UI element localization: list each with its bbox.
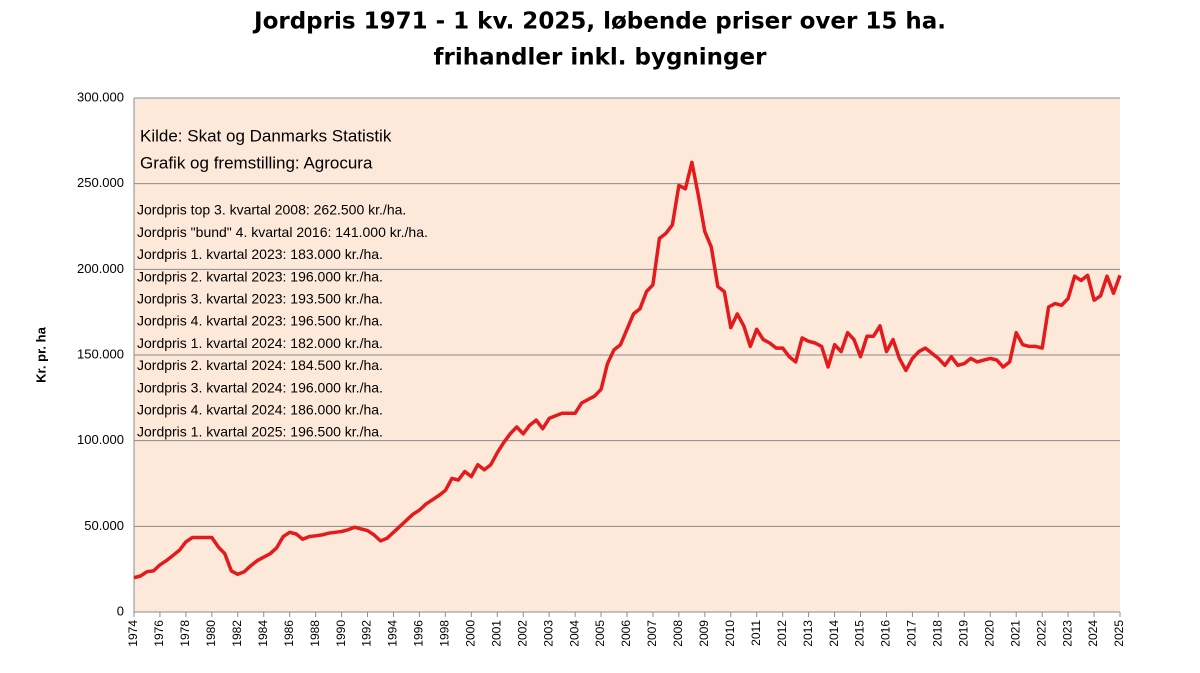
y-tick-label: 50.000 bbox=[84, 518, 124, 533]
x-tick-label: 2012 bbox=[775, 620, 789, 647]
annotation: Jordpris 1. kvartal 2025: 196.500 kr./ha… bbox=[137, 424, 383, 440]
x-tick-label: 2001 bbox=[489, 620, 503, 647]
x-tick-label: 1992 bbox=[360, 620, 374, 647]
x-tick-label: 1996 bbox=[412, 620, 426, 647]
x-tick-label: 1990 bbox=[334, 620, 348, 647]
annotation: Jordpris 3. kvartal 2024: 196.000 kr./ha… bbox=[137, 379, 383, 395]
annotation: Jordpris 1. kvartal 2023: 183.000 kr./ha… bbox=[137, 246, 383, 262]
source-note: Grafik og fremstilling: Agrocura bbox=[140, 153, 373, 172]
x-tick-label: 2016 bbox=[879, 620, 893, 647]
annotation: Jordpris "bund" 4. kvartal 2016: 141.000… bbox=[137, 224, 428, 240]
annotation: Jordpris 1. kvartal 2024: 182.000 kr./ha… bbox=[137, 335, 383, 351]
x-tick-label: 2013 bbox=[801, 620, 815, 647]
chart-subtitle: frihandler inkl. bygninger bbox=[434, 45, 768, 71]
y-tick-label: 300.000 bbox=[77, 89, 124, 104]
x-tick-label: 2011 bbox=[749, 620, 763, 646]
x-tick-label: 2010 bbox=[723, 620, 737, 647]
x-tick-label: 2008 bbox=[671, 620, 685, 647]
x-tick-label: 1984 bbox=[256, 620, 270, 647]
x-tick-label: 2005 bbox=[593, 620, 607, 647]
x-tick-label: 2024 bbox=[1086, 620, 1100, 647]
data-line bbox=[133, 160, 1122, 580]
chart-title: Jordpris 1971 - 1 kv. 2025, løbende pris… bbox=[252, 9, 946, 35]
x-tick-label: 2002 bbox=[515, 620, 529, 647]
x-tick-label: 2003 bbox=[541, 620, 555, 647]
source-note: Kilde: Skat og Danmarks Statistik bbox=[140, 126, 392, 145]
x-tick-label: 2017 bbox=[905, 620, 919, 647]
x-tick-label: 1986 bbox=[282, 620, 296, 647]
y-axis-label: Kr. pr. ha bbox=[33, 326, 48, 382]
annotation: Jordpris 2. kvartal 2024: 184.500 kr./ha… bbox=[137, 357, 383, 373]
x-tick-label: 2004 bbox=[567, 620, 581, 647]
y-tick-label: 100.000 bbox=[77, 432, 124, 447]
x-tick-label: 2021 bbox=[1008, 620, 1022, 647]
x-tick-label: 1988 bbox=[308, 620, 322, 647]
x-tick-label: 2020 bbox=[982, 620, 996, 647]
x-tick-label: 2025 bbox=[1112, 620, 1126, 647]
x-tick-label: 2015 bbox=[853, 620, 867, 647]
y-tick-label: 250.000 bbox=[77, 175, 124, 190]
annotation: Jordpris 4. kvartal 2024: 186.000 kr./ha… bbox=[137, 402, 383, 418]
annotation: Jordpris 3. kvartal 2023: 193.500 kr./ha… bbox=[137, 291, 383, 307]
x-tick-label: 1982 bbox=[230, 620, 244, 647]
x-tick-label: 1974 bbox=[126, 620, 140, 647]
x-tick-label: 2018 bbox=[931, 620, 945, 647]
x-tick-label: 1998 bbox=[438, 620, 452, 647]
y-tick-label: 0 bbox=[117, 603, 124, 618]
x-tick-label: 2006 bbox=[619, 620, 633, 647]
x-tick-label: 1994 bbox=[386, 620, 400, 647]
annotation: Jordpris top 3. kvartal 2008: 262.500 kr… bbox=[137, 202, 406, 218]
x-tick-label: 2023 bbox=[1060, 620, 1074, 647]
x-tick-label: 2009 bbox=[697, 620, 711, 647]
x-tick-label: 1980 bbox=[204, 620, 218, 647]
annotation: Jordpris 2. kvartal 2023: 196.000 kr./ha… bbox=[137, 268, 383, 284]
x-tick-label: 2014 bbox=[827, 620, 841, 647]
annotation: Jordpris 4. kvartal 2023: 196.500 kr./ha… bbox=[137, 313, 383, 329]
x-tick-label: 1976 bbox=[152, 620, 166, 647]
x-tick-label: 2019 bbox=[956, 620, 970, 647]
x-tick-label: 2007 bbox=[645, 620, 659, 647]
x-tick-label: 2000 bbox=[463, 620, 477, 647]
x-tick-label: 2022 bbox=[1034, 620, 1048, 647]
y-tick-label: 200.000 bbox=[77, 261, 124, 276]
y-tick-label: 150.000 bbox=[77, 346, 124, 361]
x-tick-label: 1978 bbox=[178, 620, 192, 647]
